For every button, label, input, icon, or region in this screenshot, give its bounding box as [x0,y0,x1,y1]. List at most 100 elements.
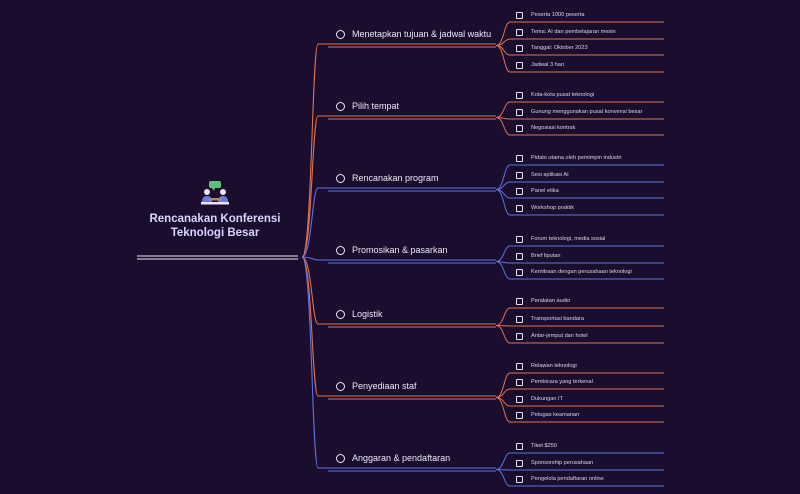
item-connector [495,372,664,398]
subtopic-label: Forum teknologi, media sosial [531,236,606,242]
subtopic-label: Pidato utama oleh pemimpin industri [531,155,622,161]
subtopic-item[interactable]: Brief liputan [516,250,561,262]
checkbox-icon[interactable] [516,44,523,52]
item-connector [495,45,664,73]
item-connector [495,164,664,190]
subtopic-label: Tiket $250 [531,443,557,449]
subtopic-item[interactable]: Dukungan IT [516,393,563,405]
checkbox-icon[interactable] [516,204,523,212]
checkbox-icon[interactable] [516,268,523,276]
subtopic-item[interactable]: Sesi aplikasi AI [516,169,569,181]
trunk-branch [301,256,328,325]
item-connector [495,388,664,398]
subtopic-item[interactable]: Pidato utama oleh pemimpin industri [516,152,621,164]
subtopic-item[interactable]: Pengelola pendaftaran online [516,473,604,485]
checkbox-icon[interactable] [516,395,523,403]
circle-icon [336,309,345,319]
checkbox-icon[interactable] [516,124,523,132]
subtopic-item[interactable]: Sponsorship perusahaan [516,457,593,469]
subtopic-label: Panel etika [531,188,559,194]
subtopic-item[interactable]: Negosiasi kontrak [516,122,575,134]
subtopic-label: Tanggal: Oktober 2023 [531,45,588,51]
checkbox-icon[interactable] [516,475,523,483]
checkbox-icon[interactable] [516,61,523,69]
circle-icon [336,245,345,255]
subtopic-label: Peralatan audio [531,298,571,304]
item-connector [495,397,664,423]
central-topic[interactable]: Rencanakan Konferensi Teknologi Besar [130,180,300,240]
topic-node[interactable]: Rencanakan program [336,170,439,186]
checkbox-icon[interactable] [516,411,523,419]
topic-node[interactable]: Logistik [336,306,383,322]
checkbox-icon[interactable] [516,252,523,260]
checkbox-icon[interactable] [516,315,523,323]
subtopic-item[interactable]: Petugas keamanan [516,409,579,421]
trunk-branch [301,256,328,397]
circle-icon [336,453,345,463]
item-connector [495,325,664,327]
subtopic-label: Sesi aplikasi AI [531,172,569,178]
trunk-branch [301,43,328,258]
subtopic-item[interactable]: Tema: AI dan pembelajaran mesin [516,26,616,38]
meeting-icon [201,181,229,205]
checkbox-icon[interactable] [516,235,523,243]
topic-node[interactable]: Pilih tempat [336,98,399,114]
item-connector [495,38,664,46]
subtopic-label: Dukungan IT [531,396,564,402]
subtopic-item[interactable]: Antar-jemput dan hotel [516,330,588,342]
checkbox-icon[interactable] [516,442,523,450]
topic-node[interactable]: Promosikan & pasarkan [336,242,448,258]
subtopic-item[interactable]: Relawan teknologi [516,360,577,372]
topic-label: Menetapkan tujuan & jadwal waktu [352,29,492,39]
subtopic-label: Antar-jemput dan hotel [531,333,588,339]
topic-node[interactable]: Anggaran & pendaftaran [336,450,450,466]
subtopic-item[interactable]: Kemitraan dengan perusahaan teknologi [516,266,632,278]
checkbox-icon[interactable] [516,28,523,36]
trunk-branch [301,256,328,261]
subtopic-label: Sponsorship perusahaan [531,460,594,466]
topic-label: Penyediaan staf [352,381,417,391]
item-connector [495,452,664,470]
subtopic-label: Brief liputan [531,253,561,259]
subtopic-item[interactable]: Tiket $250 [516,440,557,452]
subtopic-label: Kota-kota pusat teknologi [531,92,595,98]
checkbox-icon[interactable] [516,187,523,195]
trunk-branch [301,256,328,469]
item-connector [495,469,664,487]
subtopic-item[interactable]: Peserta 1000 peserta [516,9,585,21]
subtopic-item[interactable]: Peralatan audio [516,295,570,307]
checkbox-icon[interactable] [516,332,523,340]
subtopic-label: Pembicara yang terkenal [531,379,593,385]
subtopic-item[interactable]: Workshop praktik [516,202,574,214]
checkbox-icon[interactable] [516,154,523,162]
subtopic-label: Petugas keamanan [531,412,580,418]
subtopic-label: Pengelola pendaftaran online [531,476,604,482]
item-connector [495,117,664,136]
checkbox-icon[interactable] [516,171,523,179]
subtopic-item[interactable]: Tanggal: Oktober 2023 [516,42,588,54]
subtopic-item[interactable]: Panel etika [516,185,559,197]
subtopic-item[interactable]: Transportasi bandara [516,313,584,325]
subtopic-label: Tema: AI dan pembelajaran mesin [531,29,616,35]
topic-node[interactable]: Penyediaan staf [336,378,417,394]
circle-icon [336,29,345,39]
subtopic-item[interactable]: Pembicara yang terkenal [516,376,593,388]
subtopic-item[interactable]: Forum teknologi, media sosial [516,233,605,245]
checkbox-icon[interactable] [516,91,523,99]
checkbox-icon[interactable] [516,362,523,370]
subtopic-label: Transportasi bandara [531,316,584,322]
checkbox-icon[interactable] [516,108,523,116]
subtopic-item[interactable]: Gunung menggunakan pusat konvensi besar [516,106,642,118]
checkbox-icon[interactable] [516,11,523,19]
topic-node[interactable]: Menetapkan tujuan & jadwal waktu [336,26,491,42]
checkbox-icon[interactable] [516,297,523,305]
checkbox-icon[interactable] [516,378,523,386]
item-connector [495,469,664,471]
subtopic-item[interactable]: Kota-kota pusat teknologi [516,89,594,101]
subtopic-item[interactable]: Jadwal 3 hari [516,59,564,71]
circle-icon [336,101,345,111]
item-connector [495,181,664,190]
subtopic-label: Relawan teknologi [531,363,577,369]
checkbox-icon[interactable] [516,459,523,467]
